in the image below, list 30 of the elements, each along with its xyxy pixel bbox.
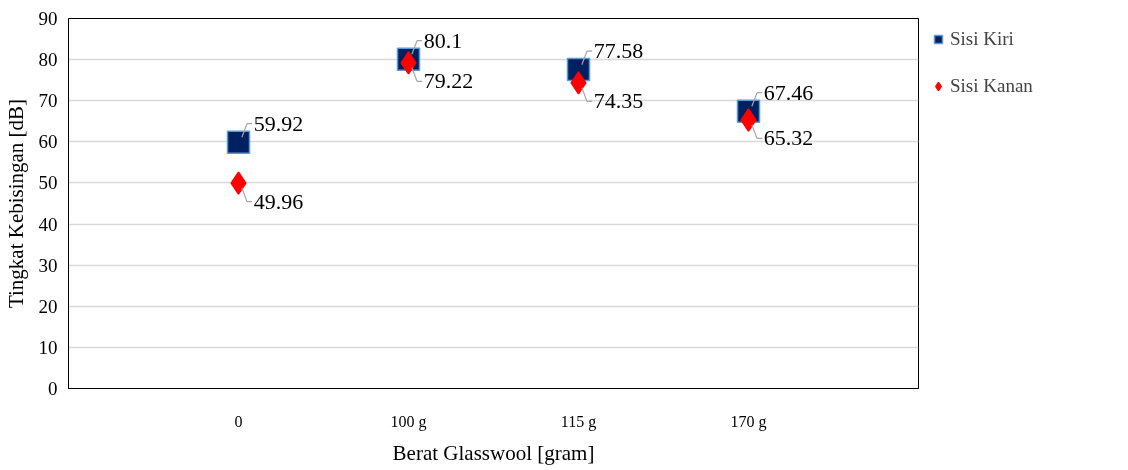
x-tick-label: 100 g bbox=[390, 412, 427, 431]
point bbox=[226, 130, 251, 154]
legend-label: Sisi Kanan bbox=[950, 75, 1033, 97]
y-tick-label: 0 bbox=[48, 378, 58, 399]
y-tick-label: 20 bbox=[38, 295, 58, 317]
y-tick-label: 90 bbox=[38, 8, 58, 29]
y-tick-label: 70 bbox=[38, 90, 58, 112]
data-label: 79.22 bbox=[423, 68, 474, 94]
data-label: 74.35 bbox=[593, 88, 644, 114]
point bbox=[570, 71, 587, 95]
point bbox=[230, 171, 247, 195]
data-label: 77.58 bbox=[593, 38, 644, 64]
x-tick-label: 115 g bbox=[560, 412, 597, 431]
y-axis-title: Tingkat Kebisingan [dB] bbox=[3, 98, 28, 309]
legend-label: Sisi Kiri bbox=[950, 28, 1014, 50]
point bbox=[740, 108, 757, 132]
x-axis-title: Berat Glasswool [gram] bbox=[392, 440, 595, 465]
y-tick-label: 80 bbox=[38, 49, 58, 71]
y-tick-label: 40 bbox=[38, 213, 58, 235]
y-tick-label: 50 bbox=[38, 172, 58, 194]
data-label: 80.1 bbox=[423, 27, 463, 53]
data-label: 67.46 bbox=[763, 79, 814, 105]
y-tick-label: 60 bbox=[38, 131, 58, 153]
x-tick-label: 0 bbox=[234, 412, 243, 430]
data-label: 59.92 bbox=[253, 110, 304, 136]
data-label: 49.96 bbox=[253, 188, 304, 214]
y-tick-label: 30 bbox=[38, 254, 58, 276]
x-tick-label: 170 g bbox=[730, 412, 767, 431]
y-tick-label: 10 bbox=[38, 336, 58, 358]
data-label: 65.32 bbox=[763, 125, 814, 151]
